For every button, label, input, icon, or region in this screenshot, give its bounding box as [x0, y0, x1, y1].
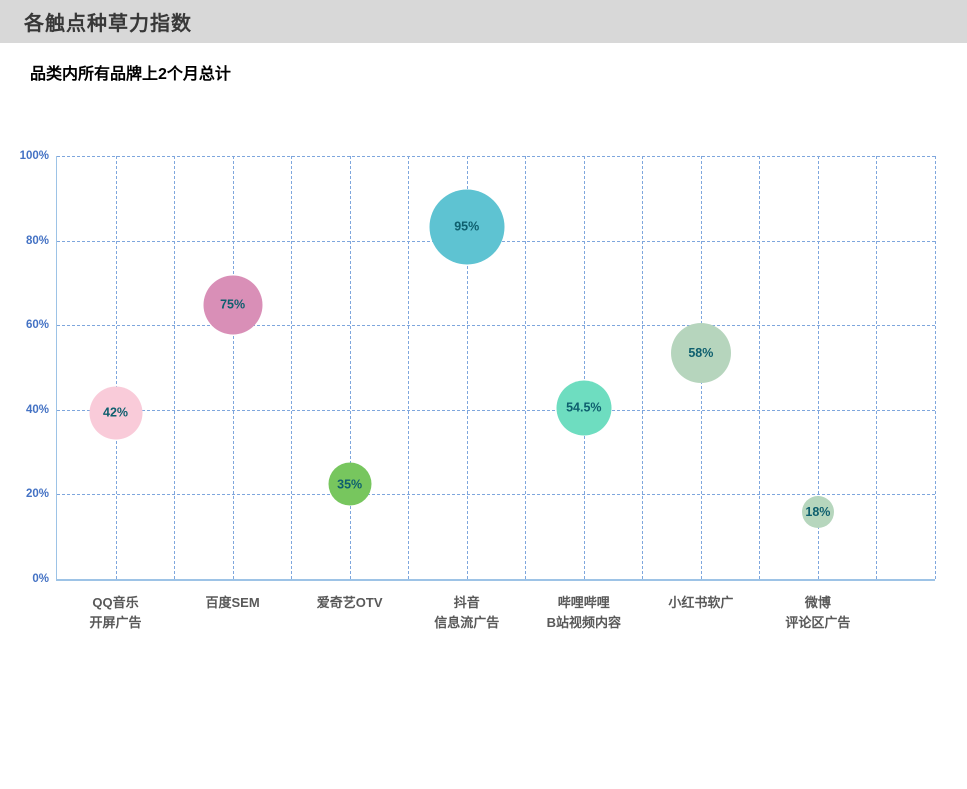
y-gridline-20 [57, 494, 935, 496]
x-gridline [583, 156, 585, 579]
bubble-data-point: 58% [670, 323, 731, 384]
x-gridline [525, 156, 527, 579]
x-gridline [759, 156, 761, 579]
y-axis-tick-label: 80% [25, 234, 49, 247]
x-axis-category-label: 抖音 信息流广告 [434, 595, 500, 630]
x-axis-category-label: 哔哩哔哩 B站视频内容 [546, 595, 621, 630]
y-axis-tick-label: 40% [25, 403, 49, 416]
bubble-value-label: 58% [688, 346, 714, 361]
x-gridline [232, 156, 234, 579]
bubble-data-point: 95% [429, 189, 505, 265]
x-gridline [876, 156, 878, 579]
y-gridline-40 [57, 409, 935, 411]
x-gridline [466, 156, 468, 579]
x-gridline [408, 156, 410, 579]
x-axis-category-label: 爱奇艺OTV [316, 595, 383, 610]
bubble-data-point: 75% [203, 275, 263, 335]
y-axis-tick-label: 20% [25, 488, 49, 501]
bubble-data-point: 18% [801, 495, 834, 528]
x-gridline [174, 156, 176, 579]
bubble-value-label: 35% [337, 477, 363, 492]
y-gridline-60 [57, 325, 935, 327]
x-axis-category-label: 小红书软广 [668, 595, 734, 610]
x-gridline [935, 156, 936, 579]
bubble-data-point: 35% [328, 462, 372, 506]
bubble-data-point: 54.5% [556, 380, 612, 436]
x-axis-category-label: 微博 评论区广告 [785, 595, 851, 630]
y-axis-tick-label: 60% [25, 319, 49, 332]
bubble-data-point: 42% [89, 386, 143, 440]
bubble-value-label: 18% [805, 504, 831, 519]
y-axis-tick-label: 0% [32, 573, 49, 585]
x-gridline [349, 156, 351, 579]
title-bar: 各触点种草力指数 [0, 0, 967, 43]
bubble-value-label: 75% [220, 297, 246, 312]
x-axis-category-label: QQ音乐 开屏广告 [89, 595, 142, 630]
x-axis-category-label: 百度SEM [205, 595, 260, 610]
y-gridline-100 [57, 156, 935, 157]
bubble-chart-plot-area: 0% 20% 40% 60% 80% 100% QQ音乐 开屏广告 百度SEM 爱奇艺OTV 抖音… [20, 150, 936, 630]
y-axis-tick-label: 100% [19, 150, 49, 162]
x-gridline [115, 156, 117, 579]
x-gridline [291, 156, 293, 579]
x-gridline [817, 156, 819, 579]
bubble-value-label: 42% [103, 405, 129, 420]
chart-subtitle: 品类内所有品牌上2个月总计 [30, 66, 231, 83]
page-title: 各触点种草力指数 [24, 13, 192, 35]
x-gridline [642, 156, 644, 579]
bubble-value-label: 54.5% [566, 400, 602, 415]
bubble-value-label: 95% [454, 219, 480, 234]
